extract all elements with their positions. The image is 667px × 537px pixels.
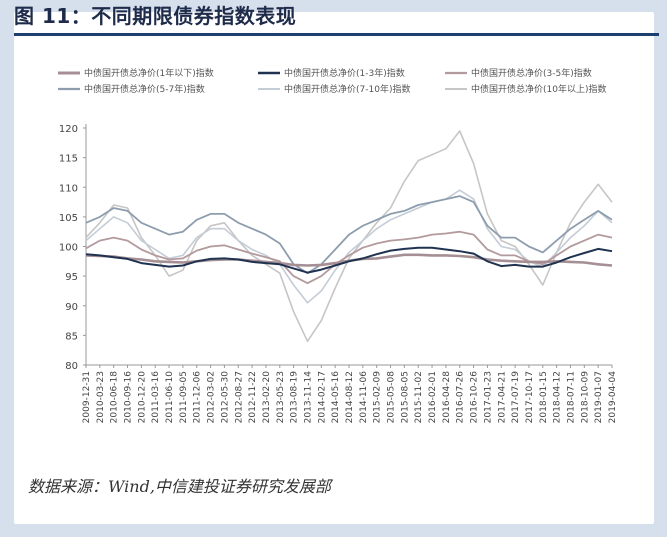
- y-tick-label: 80: [65, 361, 78, 372]
- x-tick-label: 2019-01-07: [594, 371, 604, 423]
- x-tick-label: 2014-05-16: [331, 371, 341, 424]
- x-tick-label: 2019-04-04: [608, 371, 618, 424]
- x-tick-label: 2018-10-09: [580, 371, 590, 424]
- x-tick-label: 2014-08-12: [345, 371, 355, 423]
- figure-title: 图 11：不同期限债券指数表现: [14, 4, 297, 28]
- y-tick-label: 110: [59, 183, 78, 194]
- y-tick-label: 105: [59, 213, 78, 224]
- x-tick-label: 2015-11-02: [414, 371, 424, 423]
- y-tick-label: 95: [65, 272, 78, 283]
- chart-legend: 中债国开债总净价(1年以下)指数 中债国开债总净价(1-3年)指数 中债国开债总净价…: [58, 67, 606, 95]
- x-tick-label: 2015-08-05: [400, 371, 410, 423]
- x-tick-label: 2016-02-01: [428, 371, 438, 423]
- x-tick-label: 2010-12-20: [137, 371, 147, 424]
- x-tick-label: 2011-03-16: [151, 371, 161, 424]
- x-tick-label: 2012-05-30: [220, 371, 230, 424]
- y-tick-label: 120: [59, 124, 78, 135]
- x-tick-label: 2014-02-17: [317, 371, 327, 423]
- legend-label-1: 中债国开债总净价(1年以下)指数: [84, 67, 214, 79]
- legend-label-2: 中债国开债总净价(1-3年)指数: [284, 67, 405, 79]
- x-tick-label: 2009-12-31: [82, 371, 92, 423]
- legend-label-4: 中债国开债总净价(5-7年)指数: [84, 83, 205, 95]
- series-line-3: [85, 230, 613, 285]
- x-tick-label: 2011-12-06: [193, 371, 203, 424]
- x-tick-label: 2018-01-15: [539, 371, 549, 423]
- x-tick-label: 2015-02-09: [373, 371, 383, 424]
- x-tick-label: 2016-07-26: [456, 371, 466, 424]
- x-tick-label: 2011-06-10: [165, 371, 175, 424]
- title-divider: [14, 33, 659, 36]
- y-tick-label: 85: [65, 331, 78, 342]
- chart-axes: 80 85 90 95 100 105 110 115 120 2009-12-31 2010-03…: [59, 124, 618, 423]
- series-line-4: [85, 195, 613, 275]
- x-tick-label: 2017-01-23: [483, 371, 493, 423]
- x-tick-label: 2010-09-16: [124, 371, 134, 424]
- series-line-5: [85, 189, 613, 304]
- x-tick-label: 2014-11-06: [359, 371, 369, 424]
- x-tick-label: 2017-10-17: [525, 371, 535, 423]
- x-tick-label: 2011-09-05: [179, 371, 189, 423]
- legend-label-3: 中债国开债总净价(3-5年)指数: [471, 67, 592, 79]
- x-tick-label: 2016-10-26: [470, 371, 480, 424]
- x-tick-label: 2012-08-27: [234, 371, 244, 423]
- legend-label-6: 中债国开债总净价(10年以上)指数: [471, 83, 606, 95]
- legend-label-5: 中债国开债总净价(7-10年)指数: [284, 83, 410, 95]
- x-tick-label: 2018-07-11: [566, 371, 576, 423]
- data-source-note: 数据来源：Wind,中信建投证券研究发展部: [28, 477, 331, 496]
- series-line-2: [85, 246, 613, 274]
- y-tick-label: 90: [65, 302, 78, 313]
- x-tick-label: 2013-02-20: [262, 371, 272, 424]
- x-tick-label: 2013-05-23: [276, 371, 286, 423]
- x-tick-label: 2013-11-14: [303, 371, 313, 424]
- y-tick-label: 100: [59, 243, 78, 254]
- x-tick-label: 2015-05-08: [387, 371, 397, 424]
- chart-lines: [85, 130, 613, 343]
- x-tick-label: 2017-04-21: [497, 371, 507, 423]
- series-line-6: [85, 130, 613, 343]
- x-tick-label: 2018-04-12: [553, 371, 563, 423]
- y-tick-label: 115: [59, 154, 78, 165]
- x-tick-label: 2013-08-19: [290, 371, 300, 424]
- x-tick-label: 2012-03-02: [207, 371, 217, 423]
- x-tick-label: 2017-07-19: [511, 371, 521, 424]
- x-tick-label: 2010-03-23: [96, 371, 106, 423]
- x-tick-label: 2012-11-22: [248, 371, 258, 423]
- figure-card: [14, 12, 654, 524]
- x-tick-label: 2010-06-18: [110, 371, 120, 424]
- x-tick-label: 2016-04-28: [442, 371, 452, 424]
